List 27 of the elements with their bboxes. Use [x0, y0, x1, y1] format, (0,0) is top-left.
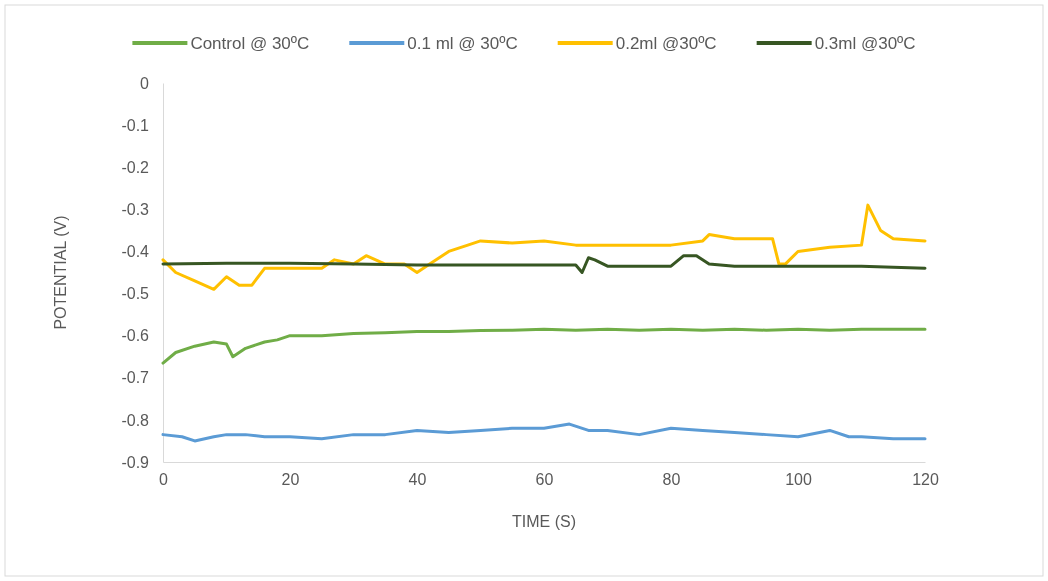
y-tick-label: -0.2 — [121, 158, 150, 176]
x-tick-label: 100 — [785, 471, 812, 489]
legend-label: 0.1 ml @ 30ºC — [407, 34, 518, 53]
x-tick-label: 120 — [912, 471, 939, 489]
legend-label: Control @ 30ºC — [190, 34, 310, 53]
y-tick-label: -0.9 — [121, 453, 150, 471]
y-tick-label: -0.4 — [121, 243, 150, 261]
line-series — [161, 327, 927, 365]
x-tick-label: 40 — [408, 471, 427, 489]
line-series — [161, 422, 927, 443]
y-tick-label: -0.1 — [121, 116, 150, 134]
x-tick-label: 60 — [535, 471, 554, 489]
x-tick-label: 80 — [662, 471, 681, 489]
legend-label: 0.3ml @30ºC — [814, 34, 916, 53]
y-tick-label: -0.3 — [121, 200, 150, 218]
y-tick-label: -0.7 — [121, 369, 150, 387]
y-tick-label: -0.5 — [121, 285, 150, 303]
y-tick-label: -0.8 — [121, 411, 150, 429]
legend-label: 0.2ml @30ºC — [615, 34, 717, 53]
y-tick-label: -0.6 — [121, 327, 150, 345]
x-axis-title: TIME (S) — [512, 513, 576, 530]
y-tick-label: 0 — [140, 74, 150, 92]
x-tick-label: 20 — [281, 471, 300, 489]
line-series — [161, 254, 927, 274]
x-tick-label: 0 — [159, 471, 169, 489]
y-axis-title: POTENTIAL (V) — [52, 215, 69, 330]
line-series — [161, 203, 927, 291]
